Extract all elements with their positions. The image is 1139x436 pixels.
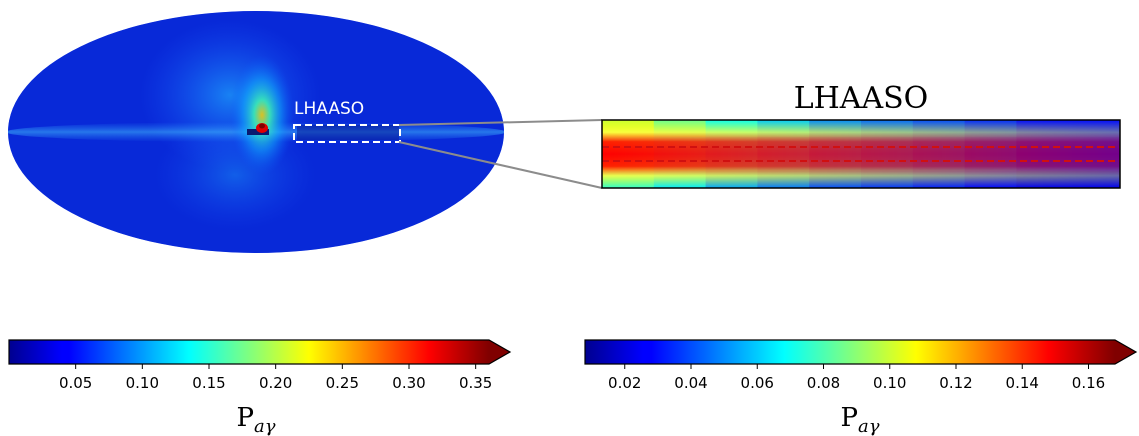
colorbar-skymap-label: Paγ (237, 403, 276, 436)
colorbar-zoom-ticks: 0.02 0.04 0.06 0.08 0.10 0.12 0.14 0.16 (608, 364, 1105, 392)
colorbar-zoom-tick-label: 0.08 (807, 374, 840, 392)
colorbar-zoom-extend (1115, 340, 1136, 364)
colorbar-zoom-tick-label: 0.10 (873, 374, 906, 392)
colorbar-zoom-tick-label: 0.04 (674, 374, 707, 392)
colorbar-skymap-tick-label: 0.35 (459, 374, 492, 392)
colorbar-skymap-tick-label: 0.20 (259, 374, 292, 392)
colorbar-skymap-tick-label: 0.30 (392, 374, 425, 392)
colorbar-zoom: 0.02 0.04 0.06 0.08 0.10 0.12 0.14 0.16 Paγ (585, 340, 1136, 436)
colorbar-zoom-gradient (585, 340, 1115, 364)
galactic-band (602, 120, 1120, 188)
sky-map-annotation: LHAASO (294, 99, 364, 119)
colorbar-skymap-tick-label: 0.25 (326, 374, 359, 392)
zoom-panel: LHAASO (602, 81, 1121, 189)
colorbar-zoom-tick-label: 0.02 (608, 374, 641, 392)
colorbar-skymap: 0.05 0.10 0.15 0.20 0.25 0.30 0.35 Paγ (9, 340, 510, 436)
colorbar-skymap-tick-label: 0.15 (192, 374, 225, 392)
colorbar-skymap-ticks: 0.05 0.10 0.15 0.20 0.25 0.30 0.35 (59, 364, 492, 392)
sky-map: LHAASO (6, 11, 506, 253)
colorbar-zoom-label: Paγ (841, 403, 880, 436)
zoom-title: LHAASO (794, 81, 929, 116)
colorbar-zoom-tick-label: 0.12 (939, 374, 972, 392)
galactic-center-glow (230, 55, 294, 175)
colorbar-skymap-extend (489, 340, 510, 364)
colorbar-skymap-gradient (9, 340, 489, 364)
colorbar-skymap-tick-label: 0.10 (126, 374, 159, 392)
colorbar-zoom-tick-label: 0.16 (1072, 374, 1105, 392)
colorbar-skymap-tick-label: 0.05 (59, 374, 92, 392)
colorbar-zoom-tick-label: 0.06 (741, 374, 774, 392)
colorbar-zoom-tick-label: 0.14 (1006, 374, 1039, 392)
